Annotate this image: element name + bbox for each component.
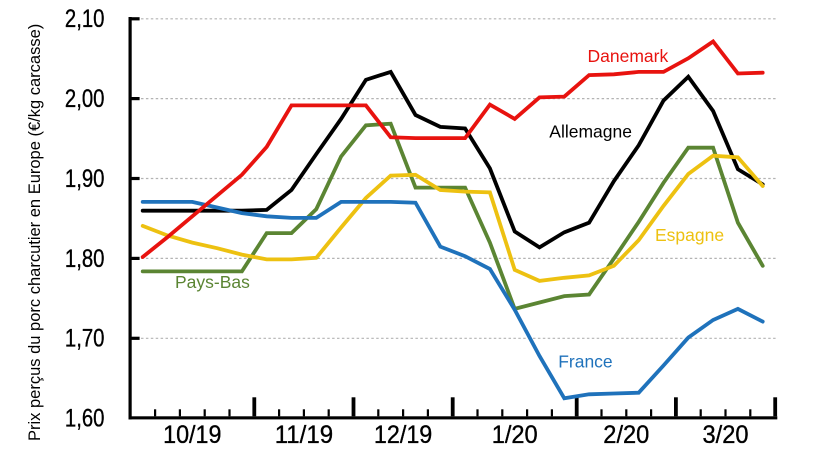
- svg-text:11/19: 11/19: [275, 421, 333, 449]
- svg-text:12/19: 12/19: [374, 421, 432, 449]
- svg-text:1,80: 1,80: [65, 245, 105, 273]
- svg-text:1,60: 1,60: [65, 405, 105, 433]
- svg-text:2,10: 2,10: [65, 5, 105, 33]
- svg-text:10/19: 10/19: [163, 421, 221, 449]
- svg-text:3/20: 3/20: [703, 421, 749, 449]
- svg-text:Espagne: Espagne: [655, 225, 724, 245]
- svg-text:1,90: 1,90: [65, 165, 105, 193]
- svg-text:2,00: 2,00: [65, 85, 105, 113]
- svg-text:1/20: 1/20: [492, 421, 538, 449]
- svg-text:Danemark: Danemark: [588, 46, 669, 66]
- svg-text:Pays-Bas: Pays-Bas: [175, 272, 250, 292]
- svg-text:1,70: 1,70: [65, 325, 105, 353]
- svg-text:Prix perçus du porc charcutier: Prix perçus du porc charcutier en Europe…: [26, 24, 44, 441]
- svg-text:2/20: 2/20: [603, 421, 649, 449]
- svg-text:France: France: [558, 352, 612, 372]
- svg-text:Allemagne: Allemagne: [549, 121, 632, 141]
